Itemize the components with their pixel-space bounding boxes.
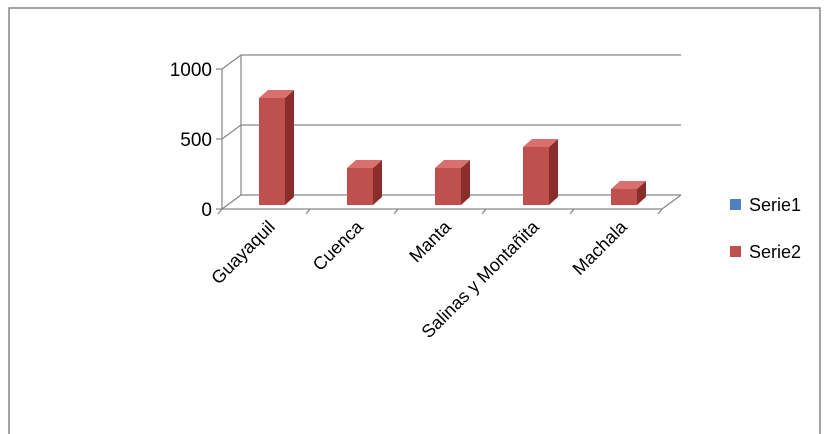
legend-label: Serie2 <box>749 242 801 262</box>
legend-swatch <box>730 199 741 210</box>
bars <box>259 90 646 205</box>
legend-swatch <box>730 246 741 257</box>
bar <box>523 139 558 205</box>
bar <box>611 181 646 205</box>
x-tick-mark <box>657 208 663 215</box>
gridline-diagonal <box>221 194 242 210</box>
x-tick-mark <box>393 208 399 215</box>
x-tick-mark <box>305 208 311 215</box>
gridline-diagonal <box>221 54 242 70</box>
floor-edge <box>661 194 682 210</box>
bar <box>347 160 382 205</box>
legend-item: Serie2 <box>730 242 801 262</box>
bar <box>259 90 294 205</box>
bar-front <box>611 189 637 205</box>
y-tick-label: 0 <box>201 200 212 221</box>
bar-side <box>549 139 558 205</box>
bar-top <box>259 90 294 98</box>
x-tick-mark <box>217 208 223 215</box>
bar-top <box>347 160 382 168</box>
y-axis-ticks: 0 500 1000 <box>170 60 212 221</box>
gridlines <box>221 54 681 210</box>
x-tick-mark <box>569 208 575 215</box>
gridline-diagonal <box>221 124 242 140</box>
axes <box>216 55 682 215</box>
chart-border <box>8 7 821 434</box>
bar-side <box>373 160 382 205</box>
bar-top <box>523 139 558 147</box>
bar <box>435 160 470 205</box>
bar-top <box>611 181 646 189</box>
bar-top <box>435 160 470 168</box>
y-tick-label: 500 <box>180 130 212 151</box>
bar-front <box>523 147 549 205</box>
legend-item: Serie1 <box>730 195 801 215</box>
x-tick-mark <box>481 208 487 215</box>
bar-front <box>347 168 373 205</box>
bar-side <box>461 160 470 205</box>
y-tick-label: 1000 <box>170 60 212 81</box>
bar-side <box>285 90 294 205</box>
legend-label: Serie1 <box>749 195 801 215</box>
legend: Serie1 Serie2 <box>730 195 801 262</box>
bar-front <box>435 168 461 205</box>
bar-front <box>259 98 285 205</box>
